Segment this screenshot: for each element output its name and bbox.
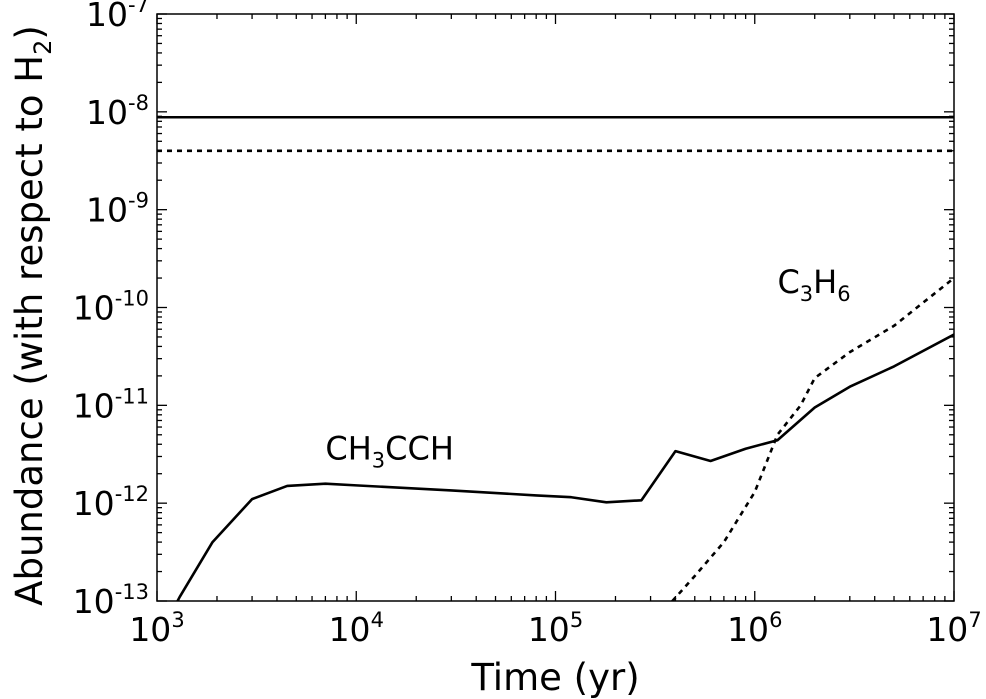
tick-labels-layer: 103 104 105 106 10710-1310-1210-1110-1010-91… bbox=[73, 0, 982, 649]
y-axis-label: Abundance (with respect to H2) bbox=[8, 25, 57, 606]
y-tick-label: 10-8 bbox=[86, 91, 149, 132]
tick-base: 10 bbox=[86, 191, 128, 230]
tick-base: 10 bbox=[926, 610, 968, 649]
tick-exponent: 6 bbox=[769, 608, 782, 632]
annotation-c3h6: C3H6 bbox=[777, 263, 850, 306]
x-tick-label: 104 bbox=[329, 608, 384, 649]
y-tick-label: 10-7 bbox=[86, 0, 149, 34]
x-tick-label: 107 bbox=[926, 608, 981, 649]
tick-exponent: -10 bbox=[115, 287, 149, 311]
x-tick-label: 106 bbox=[727, 608, 782, 649]
y-axis-label-close: ) bbox=[8, 25, 51, 39]
tick-base: 10 bbox=[528, 610, 570, 649]
y-axis-label-sub: 2 bbox=[29, 40, 57, 55]
tick-base: 10 bbox=[86, 0, 128, 34]
tick-exponent: 4 bbox=[371, 608, 384, 632]
tick-base: 10 bbox=[73, 289, 115, 328]
y-tick-label: 10-13 bbox=[73, 580, 149, 621]
series-line-c3h6 bbox=[670, 277, 954, 601]
plot-frame bbox=[156, 13, 955, 602]
tick-base: 10 bbox=[329, 610, 371, 649]
tick-exponent: -9 bbox=[128, 189, 149, 213]
series-line-ch3cch bbox=[176, 333, 954, 601]
tick-exponent: -7 bbox=[128, 0, 149, 17]
tick-exponent: 5 bbox=[570, 608, 583, 632]
annotation-ch3cch: CH3CCH bbox=[325, 429, 454, 472]
y-axis-label-main: Abundance (with respect to H bbox=[8, 55, 51, 606]
y-tick-label: 10-10 bbox=[73, 287, 149, 328]
y-tick-label: 10-12 bbox=[73, 482, 149, 523]
tick-exponent: 3 bbox=[171, 608, 184, 632]
tick-exponent: -11 bbox=[115, 384, 149, 408]
annotation-layer: CH3CCH C3H6 bbox=[325, 263, 850, 472]
x-axis-label: Time (yr) bbox=[470, 656, 639, 699]
tick-exponent: 7 bbox=[968, 608, 981, 632]
x-tick-label: 103 bbox=[129, 608, 184, 649]
series-layer bbox=[157, 115, 954, 601]
tick-exponent: -8 bbox=[128, 91, 149, 115]
y-tick-label: 10-9 bbox=[86, 189, 149, 230]
tick-exponent: -12 bbox=[115, 482, 149, 506]
y-tick-label: 10-11 bbox=[73, 384, 149, 425]
tick-base: 10 bbox=[73, 386, 115, 425]
tick-base: 10 bbox=[73, 582, 115, 621]
tick-base: 10 bbox=[86, 93, 128, 132]
tick-base: 10 bbox=[73, 484, 115, 523]
ticks-layer bbox=[156, 13, 955, 602]
tick-base: 10 bbox=[129, 610, 171, 649]
tick-base: 10 bbox=[727, 610, 769, 649]
x-tick-label: 105 bbox=[528, 608, 583, 649]
tick-exponent: -13 bbox=[115, 580, 149, 604]
